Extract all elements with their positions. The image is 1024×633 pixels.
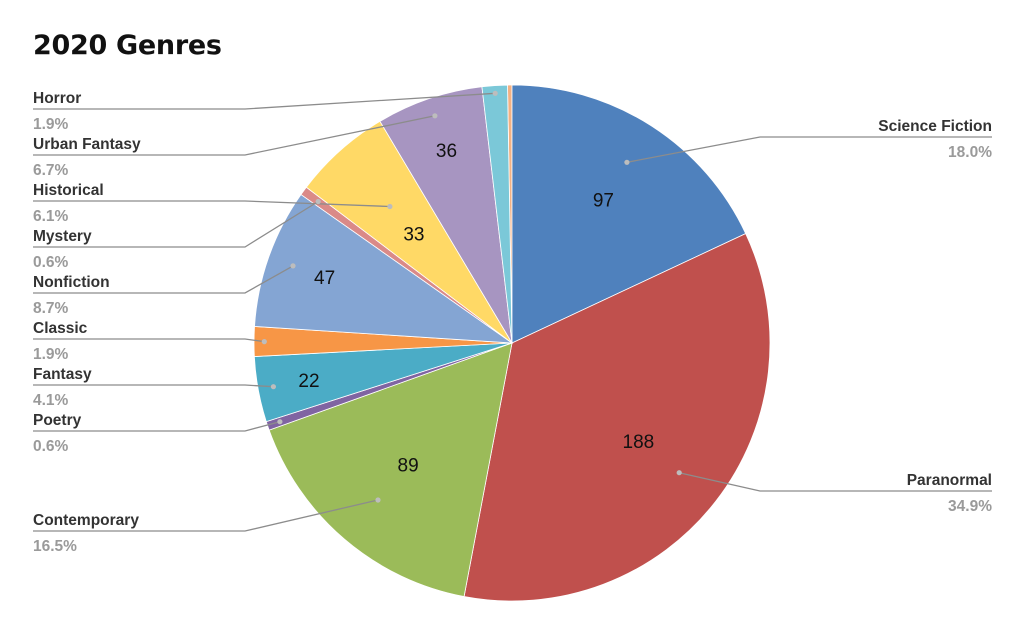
leader-dot-mystery <box>315 198 321 205</box>
leader-line-nonfiction <box>33 265 294 294</box>
callout-name-historical: Historical <box>33 182 104 199</box>
leader-line-horror <box>33 92 496 110</box>
pie-slice-paranormal <box>463 233 771 602</box>
callout-name-mystery: Mystery <box>33 228 92 245</box>
pie-slice-urban-fantasy <box>379 86 513 344</box>
leader-line-mystery <box>33 200 319 248</box>
leader-dot-horror <box>492 90 498 96</box>
leader-dot-historical <box>387 203 393 210</box>
callout-percent-science-fiction: 18.0% <box>948 144 992 161</box>
leader-dot-science-fiction <box>624 159 630 165</box>
leader-line-historical <box>33 200 390 208</box>
value-label-fantasy: 22 <box>298 371 319 392</box>
value-label-paranormal: 188 <box>623 432 655 453</box>
callout-percent-urban-fantasy: 6.7% <box>33 162 69 179</box>
callout-name-nonfiction: Nonfiction <box>33 274 110 291</box>
leader-dot-urban-fantasy <box>432 113 438 119</box>
pie-slice-nonfiction <box>254 193 514 344</box>
value-label-nonfiction: 47 <box>314 268 335 289</box>
callout-percent-nonfiction: 8.7% <box>33 300 69 317</box>
callout-percent-contemporary: 16.5% <box>33 538 77 555</box>
callout-name-fantasy: Fantasy <box>33 366 92 383</box>
callout-percent-paranormal: 34.9% <box>948 498 992 515</box>
leader-dot-paranormal <box>676 470 682 476</box>
callout-percent-classic: 1.9% <box>33 346 69 363</box>
leader-line-fantasy <box>33 384 274 388</box>
callout-name-paranormal: Paranormal <box>907 472 992 489</box>
callout-name-classic: Classic <box>33 320 88 337</box>
value-label-urban-fantasy: 36 <box>436 141 457 162</box>
value-label-contemporary: 89 <box>398 456 419 477</box>
pie-slice-horror <box>481 84 513 344</box>
callout-name-poetry: Poetry <box>33 412 82 429</box>
callout-name-horror: Horror <box>33 90 81 107</box>
callout-percent-poetry: 0.6% <box>33 438 69 455</box>
callout-name-contemporary: Contemporary <box>33 512 139 529</box>
leader-dot-poetry <box>277 419 283 425</box>
pie-slice-contemporary <box>268 342 513 597</box>
callout-percent-mystery: 0.6% <box>33 254 69 271</box>
leader-line-paranormal <box>679 472 992 492</box>
leader-dot-fantasy <box>270 384 276 390</box>
chart-title: 2020 Genres <box>33 30 222 61</box>
pie-slice-science-fiction <box>511 84 747 344</box>
leader-line-science-fiction <box>626 136 992 163</box>
callout-percent-historical: 6.1% <box>33 208 69 225</box>
leader-line-classic <box>33 338 265 343</box>
leader-line-urban-fantasy <box>33 115 436 156</box>
value-label-science-fiction: 97 <box>593 190 614 211</box>
leader-dot-classic <box>261 339 267 345</box>
leader-dot-nonfiction <box>290 263 296 269</box>
leader-dot-contemporary <box>375 497 381 503</box>
leader-line-poetry <box>33 421 281 432</box>
value-label-historical: 33 <box>403 224 424 245</box>
callout-percent-fantasy: 4.1% <box>33 392 69 409</box>
callout-name-urban-fantasy: Urban Fantasy <box>33 136 141 153</box>
callout-percent-horror: 1.9% <box>33 116 69 133</box>
callout-name-science-fiction: Science Fiction <box>878 118 992 135</box>
leader-line-contemporary <box>33 499 379 532</box>
